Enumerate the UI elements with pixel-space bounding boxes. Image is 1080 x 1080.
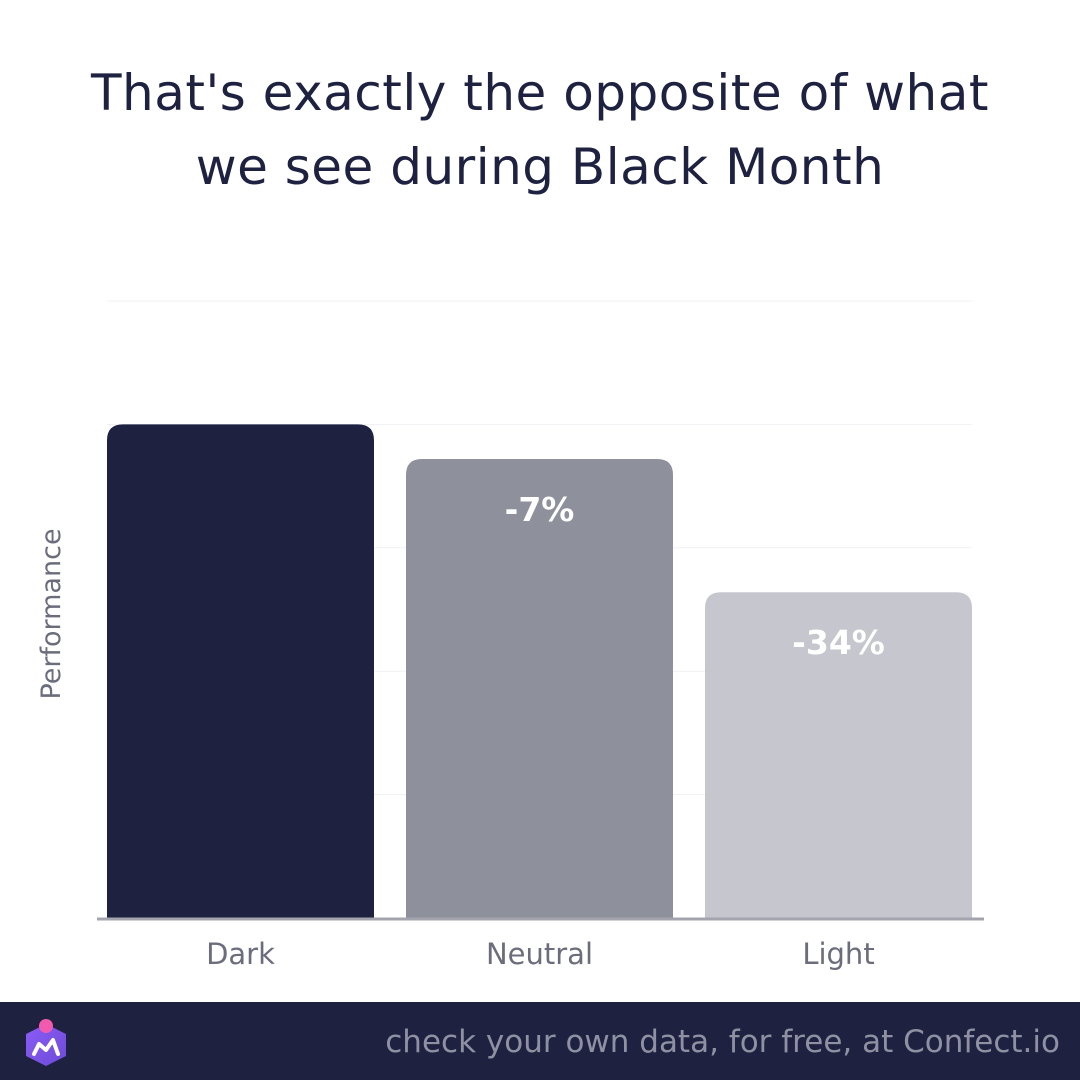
chart-title: That's exactly the opposite of what we s… [0, 56, 1080, 204]
footer-cta-text: check your own data, for free, at Confec… [385, 1024, 1060, 1060]
chart-title-line-1: That's exactly the opposite of what [91, 64, 989, 122]
y-axis-label: Performance [36, 528, 67, 699]
x-tick-label-dark: Dark [206, 937, 275, 971]
data-labels: -7% -34% [505, 490, 885, 662]
x-tick-label-light: Light [802, 937, 874, 971]
chart-title-line-2: we see during Black Month [195, 138, 885, 196]
bar-dark [107, 424, 374, 918]
x-tick-labels: Dark Neutral Light [206, 937, 875, 971]
footer-bar: check your own data, for free, at Confec… [0, 1002, 1080, 1080]
data-label-neutral: -7% [505, 490, 575, 529]
bar-light [705, 592, 972, 918]
confect-logo-icon [26, 1019, 66, 1066]
bar-chart: -7% -34% Dark Neutral Light Performance [36, 300, 984, 971]
bars [107, 424, 972, 918]
bar-neutral [406, 458, 673, 918]
x-tick-label-neutral: Neutral [486, 937, 593, 971]
data-label-light: -34% [792, 623, 885, 662]
